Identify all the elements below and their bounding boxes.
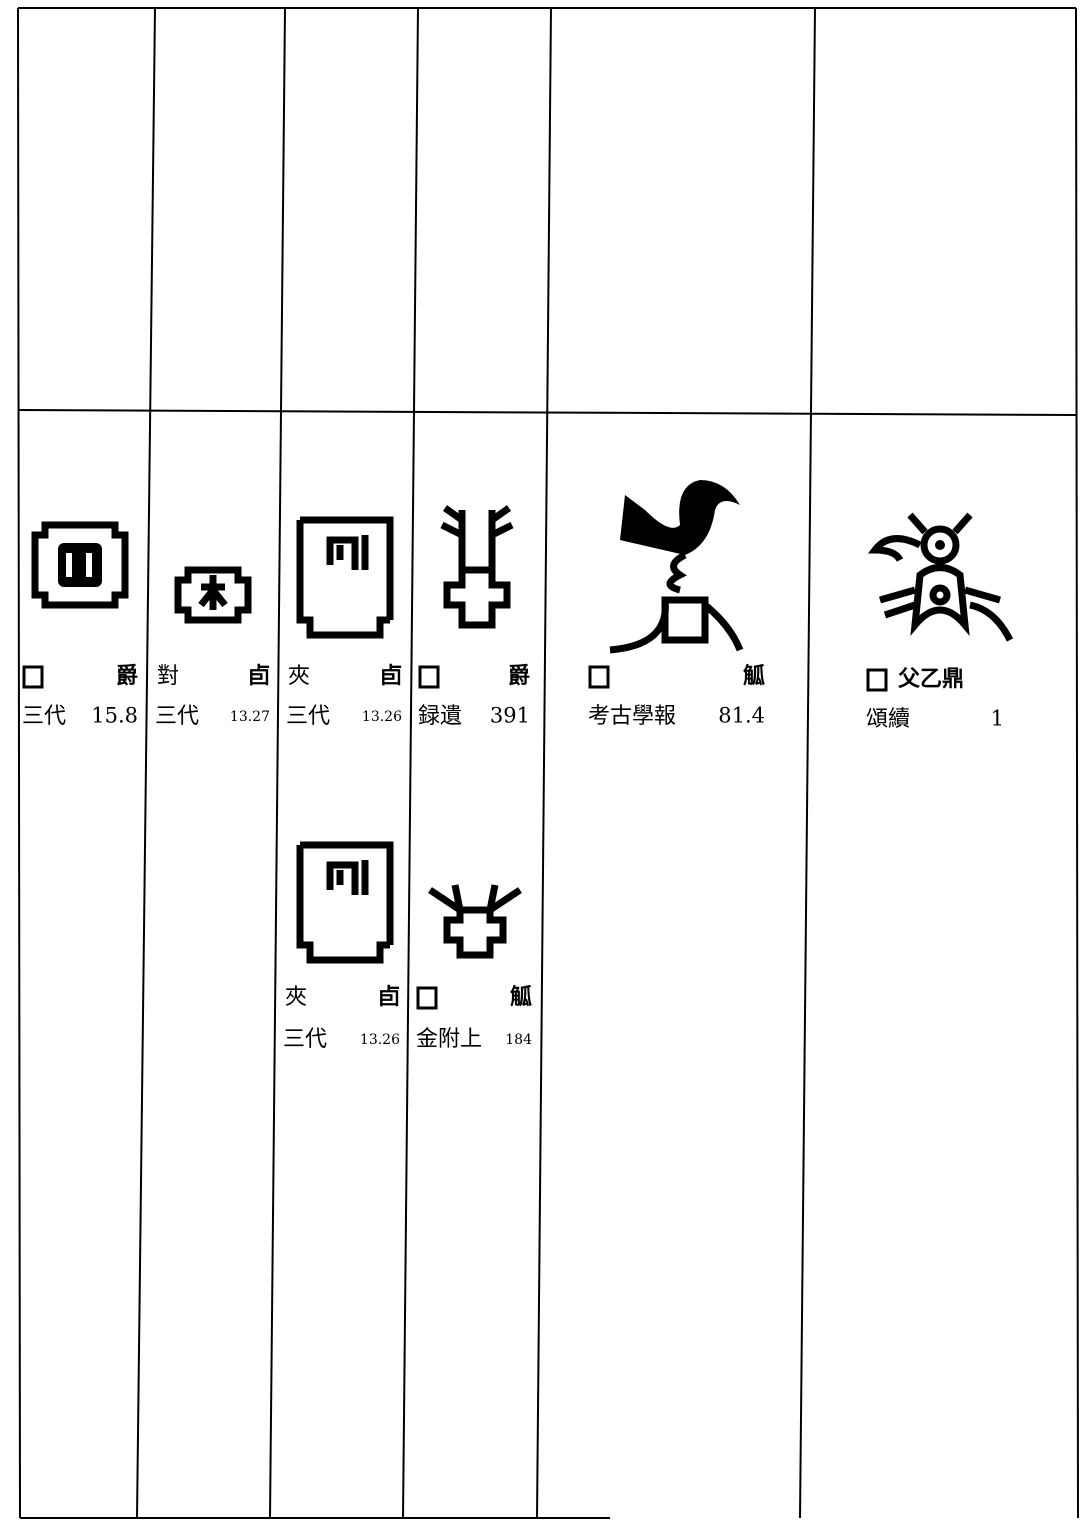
vessel-name: 觚 — [510, 984, 532, 1010]
glyph-stroke — [296, 841, 394, 964]
glyph-stroke — [198, 575, 228, 610]
glyph-stroke — [66, 553, 72, 577]
page-number: 391 — [490, 704, 530, 728]
glyph — [440, 505, 514, 629]
vessel-name: 爵 — [508, 663, 530, 689]
vessel-name: 卣 — [248, 663, 270, 689]
glyph-stroke — [920, 525, 960, 565]
glyph-stroke — [935, 540, 945, 550]
glyph-stroke — [326, 860, 369, 895]
glyph-stroke — [440, 505, 514, 629]
vessel-name: 父乙鼎 — [898, 666, 964, 692]
glyph — [609, 480, 744, 654]
character-name: 對 — [157, 664, 179, 689]
glyph-stroke — [867, 512, 1014, 642]
glyph-stroke — [58, 543, 102, 587]
glyph-stroke — [296, 516, 394, 639]
source-name: 考古學報 — [588, 704, 676, 729]
glyph-stroke — [929, 584, 951, 606]
page-number: 15.8 — [91, 704, 138, 728]
vessel-name: 卣 — [380, 663, 402, 689]
page-number: 184 — [505, 1032, 532, 1048]
glyph — [296, 841, 394, 964]
source-name: 録遺 — [418, 704, 462, 729]
source-name: 頌續 — [866, 707, 910, 732]
source-name: 三代 — [22, 704, 66, 729]
source-name: 金附上 — [416, 1027, 482, 1052]
mini-glyph — [22, 665, 44, 689]
mini-glyph — [418, 665, 440, 689]
glyph-stroke — [174, 566, 252, 624]
page-number: 81.4 — [718, 704, 765, 728]
mini-glyph — [588, 665, 610, 689]
source-name: 三代 — [286, 704, 330, 729]
glyph-stroke — [609, 551, 744, 654]
vessel-name: 卣 — [378, 984, 400, 1010]
glyph — [31, 521, 129, 609]
glyph-stroke — [31, 521, 129, 609]
character-name: 夾 — [285, 985, 307, 1010]
page-number: 13.26 — [360, 1032, 400, 1048]
source-name: 三代 — [283, 1027, 327, 1052]
character-name: 夾 — [288, 664, 310, 689]
table-rules — [17, 7, 1079, 1519]
source-name: 三代 — [155, 704, 199, 729]
glyph-stroke — [326, 535, 369, 570]
glyph — [867, 512, 1014, 642]
vessel-name: 爵 — [116, 663, 138, 689]
page-number: 13.27 — [230, 709, 270, 725]
page-number: 1 — [991, 707, 1004, 731]
glyph — [174, 566, 252, 624]
glyph — [296, 516, 394, 639]
vessel-name: 觚 — [743, 663, 765, 689]
page-number: 13.26 — [362, 709, 402, 725]
mini-glyph — [416, 986, 438, 1010]
glyph — [428, 884, 522, 959]
mini-glyph — [866, 668, 888, 692]
glyph-stroke — [428, 884, 522, 959]
glyph-stroke — [86, 553, 92, 577]
glyph-stroke — [620, 480, 740, 555]
